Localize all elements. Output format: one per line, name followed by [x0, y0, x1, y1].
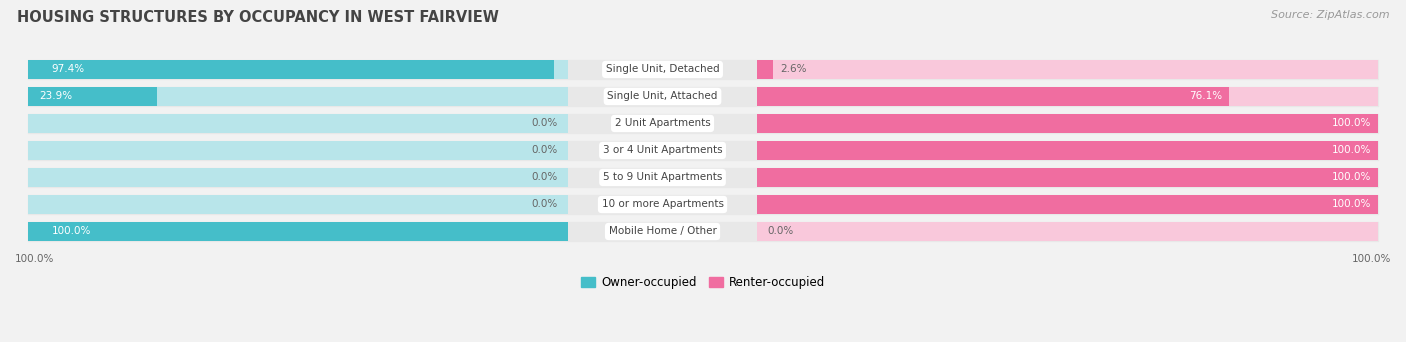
Bar — [28, 195, 568, 214]
Text: 2.6%: 2.6% — [780, 64, 806, 75]
Bar — [28, 222, 568, 241]
Bar — [28, 141, 568, 160]
Text: 76.1%: 76.1% — [1189, 91, 1222, 102]
Bar — [28, 195, 1378, 214]
Bar — [28, 60, 568, 79]
Bar — [28, 87, 157, 106]
Text: 100.0%: 100.0% — [52, 226, 91, 236]
Text: Mobile Home / Other: Mobile Home / Other — [609, 226, 717, 236]
Bar — [756, 195, 1378, 214]
Bar — [756, 60, 773, 79]
Text: 0.0%: 0.0% — [531, 172, 557, 183]
Text: 23.9%: 23.9% — [39, 91, 72, 102]
Bar — [756, 60, 1378, 79]
Bar — [28, 87, 568, 106]
Bar — [756, 195, 1378, 214]
Bar — [28, 168, 568, 187]
Text: 0.0%: 0.0% — [531, 199, 557, 210]
Bar — [28, 222, 1378, 241]
Bar — [756, 168, 1378, 187]
Text: 0.0%: 0.0% — [531, 145, 557, 156]
Bar — [28, 87, 1378, 106]
Bar — [28, 222, 568, 241]
Bar — [756, 114, 1378, 133]
Text: 100.0%: 100.0% — [1331, 118, 1371, 129]
Bar — [756, 114, 1378, 133]
Text: HOUSING STRUCTURES BY OCCUPANCY IN WEST FAIRVIEW: HOUSING STRUCTURES BY OCCUPANCY IN WEST … — [17, 10, 499, 25]
Text: 5 to 9 Unit Apartments: 5 to 9 Unit Apartments — [603, 172, 723, 183]
Bar — [28, 114, 1378, 133]
Bar — [756, 87, 1378, 106]
Text: 10 or more Apartments: 10 or more Apartments — [602, 199, 724, 210]
Bar — [756, 222, 1378, 241]
Bar — [756, 141, 1378, 160]
Text: Single Unit, Detached: Single Unit, Detached — [606, 64, 720, 75]
Bar — [28, 60, 554, 79]
Text: 100.0%: 100.0% — [1331, 172, 1371, 183]
Text: 97.4%: 97.4% — [51, 64, 84, 75]
Bar — [28, 114, 568, 133]
Bar — [28, 168, 1378, 187]
Bar — [756, 141, 1378, 160]
Text: Single Unit, Attached: Single Unit, Attached — [607, 91, 717, 102]
Bar — [756, 168, 1378, 187]
Text: 100.0%: 100.0% — [1331, 199, 1371, 210]
Bar — [28, 60, 1378, 79]
Text: 0.0%: 0.0% — [768, 226, 794, 236]
Text: 0.0%: 0.0% — [531, 118, 557, 129]
Text: 3 or 4 Unit Apartments: 3 or 4 Unit Apartments — [603, 145, 723, 156]
Text: 2 Unit Apartments: 2 Unit Apartments — [614, 118, 710, 129]
Bar — [756, 87, 1229, 106]
Bar — [28, 141, 1378, 160]
Text: 100.0%: 100.0% — [15, 254, 55, 264]
Text: 100.0%: 100.0% — [1351, 254, 1391, 264]
Text: 100.0%: 100.0% — [1331, 145, 1371, 156]
Text: Source: ZipAtlas.com: Source: ZipAtlas.com — [1271, 10, 1389, 20]
Legend: Owner-occupied, Renter-occupied: Owner-occupied, Renter-occupied — [576, 271, 830, 294]
